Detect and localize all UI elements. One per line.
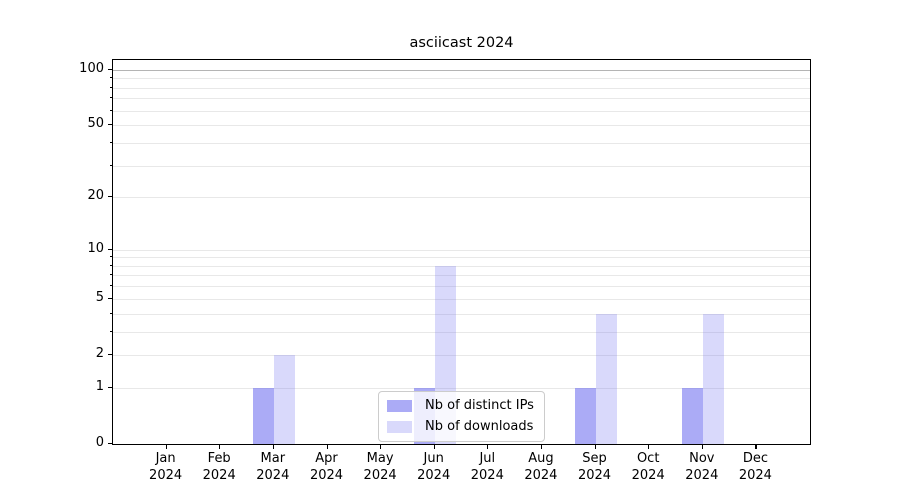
minor-gridline [113, 257, 810, 259]
minor-gridline [113, 298, 810, 300]
y-tick-label: 100 [79, 60, 104, 76]
x-tick-mark [701, 445, 703, 449]
bar-downloads-mar [273, 354, 295, 444]
legend-swatch-downloads-icon [387, 421, 412, 433]
y-minor-tick-mark [109, 285, 112, 287]
y-tick-label: 0 [95, 435, 104, 450]
legend-label-downloads: Nb of downloads [425, 419, 534, 434]
x-tick-label-aug: Aug 2024 [524, 451, 558, 483]
y-tick-label: 5 [95, 289, 104, 305]
y-minor-tick-mark [109, 264, 112, 266]
minor-gridline [113, 275, 810, 277]
minor-gridline [113, 354, 810, 356]
minor-gridline [113, 78, 810, 80]
bar-distinct-ips-mar [252, 387, 274, 444]
minor-gridline [113, 98, 810, 100]
x-tick-label-nov: Nov 2024 [685, 451, 719, 483]
y-minor-tick-mark [109, 97, 112, 99]
minor-gridline [113, 125, 810, 127]
y-minor-tick-mark [109, 86, 112, 88]
minor-gridline [113, 110, 810, 112]
bar-distinct-ips-nov [681, 387, 703, 444]
y-tick-label: 2 [95, 345, 104, 361]
x-tick-label-feb: Feb 2024 [202, 451, 236, 483]
y-minor-tick-mark [109, 109, 112, 111]
x-tick-mark [272, 445, 274, 449]
x-tick-mark [487, 445, 489, 449]
x-tick-mark [755, 445, 757, 449]
x-tick-mark [219, 445, 221, 449]
y-minor-tick-mark [109, 141, 112, 143]
x-tick-mark [380, 445, 382, 449]
chart-title: asciicast 2024 [409, 35, 514, 51]
legend-swatch-distinct-ips-icon [387, 400, 412, 412]
minor-gridline [113, 142, 810, 144]
y-tick-mark [108, 353, 112, 356]
y-tick-label: 50 [87, 116, 104, 132]
x-tick-mark [433, 445, 435, 449]
plot-area: Nb of distinct IPs Nb of downloads [112, 59, 811, 445]
x-tick-label-sep: Sep 2024 [577, 451, 612, 483]
y-minor-tick-mark [109, 256, 112, 258]
x-tick-mark [648, 445, 650, 449]
y-tick-label: 10 [87, 240, 104, 256]
y-tick-label: 20 [87, 188, 104, 204]
y-tick-mark [108, 443, 112, 445]
legend: Nb of distinct IPs Nb of downloads [378, 391, 545, 442]
minor-gridline [113, 87, 810, 89]
y-tick-mark [108, 248, 112, 250]
y-tick-label: 1 [95, 378, 104, 394]
major-gridline [113, 69, 810, 71]
x-tick-mark [326, 445, 328, 449]
minor-gridline [113, 249, 810, 251]
y-minor-tick-mark [109, 164, 112, 166]
minor-gridline [113, 197, 810, 199]
x-tick-mark [540, 445, 543, 449]
x-tick-label-dec: Dec 2024 [738, 451, 772, 483]
x-tick-label-may: May 2024 [363, 451, 397, 483]
minor-gridline [113, 331, 810, 333]
y-minor-tick-mark [109, 274, 112, 276]
minor-gridline [113, 387, 810, 389]
x-tick-label-jul: Jul 2024 [470, 451, 504, 483]
x-tick-mark [165, 445, 167, 449]
bar-distinct-ips-sep [574, 387, 596, 444]
x-tick-label-jan: Jan 2024 [149, 451, 183, 483]
x-tick-label-jun: Jun 2024 [417, 451, 451, 483]
minor-gridline [113, 165, 810, 167]
y-tick-mark [108, 124, 112, 126]
minor-gridline [113, 265, 810, 267]
x-tick-label-mar: Mar 2024 [256, 451, 290, 483]
legend-label-distinct-ips: Nb of distinct IPs [425, 398, 534, 413]
legend-item-downloads: Nb of downloads [387, 419, 534, 435]
y-tick-mark [108, 386, 112, 388]
y-minor-tick-mark [109, 330, 112, 332]
minor-gridline [113, 313, 810, 315]
x-tick-label-oct: Oct 2024 [631, 451, 665, 483]
y-tick-mark [108, 297, 112, 299]
y-minor-tick-mark [109, 77, 112, 79]
bar-downloads-nov [702, 313, 724, 444]
bar-downloads-sep [595, 313, 617, 444]
y-tick-mark [108, 196, 112, 198]
x-tick-label-apr: Apr 2024 [309, 451, 344, 483]
minor-gridline [113, 286, 810, 288]
y-tick-mark [108, 68, 112, 70]
x-tick-mark [594, 445, 596, 449]
legend-item-distinct-ips: Nb of distinct IPs [387, 398, 534, 414]
y-minor-tick-mark [109, 312, 112, 314]
